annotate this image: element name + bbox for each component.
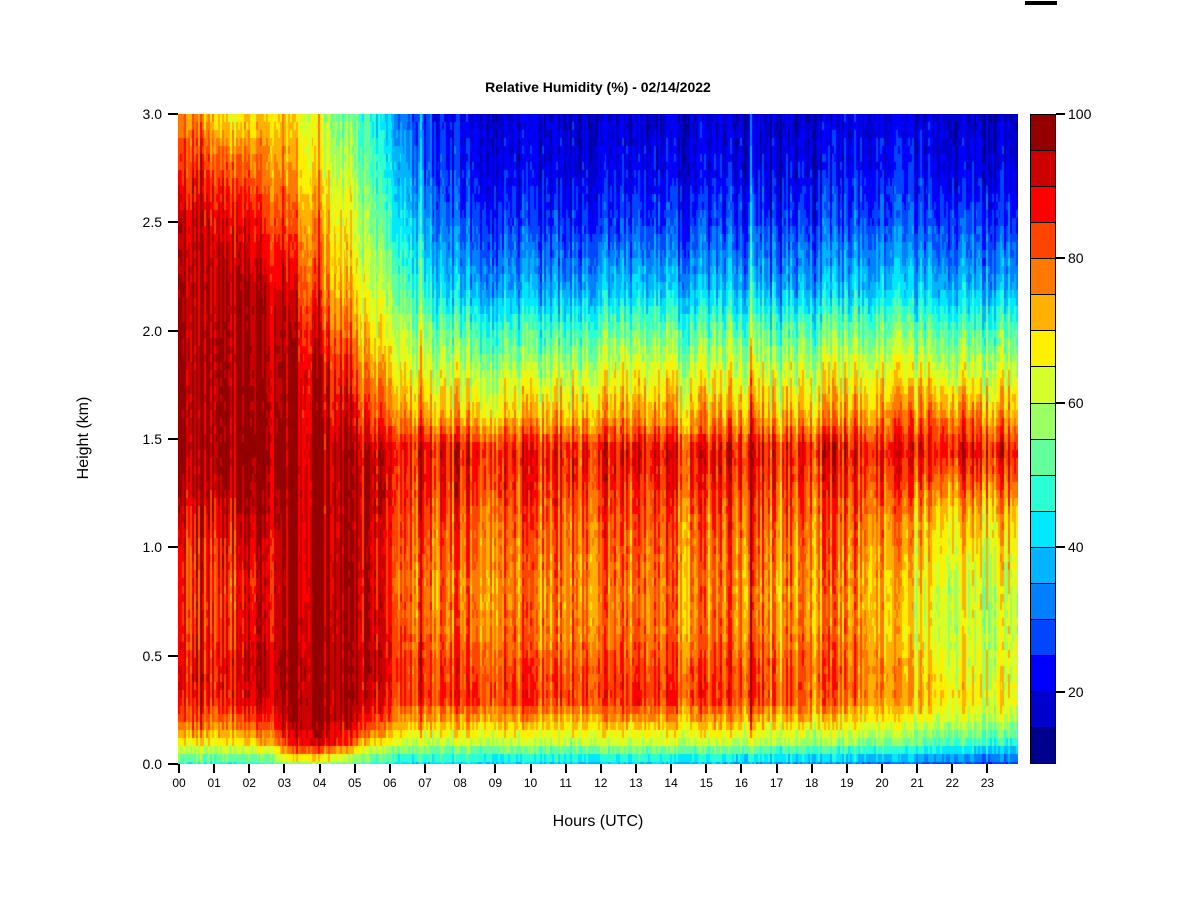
y-tick — [168, 546, 178, 549]
x-tick — [178, 764, 180, 773]
y-axis-label: Height (km) — [75, 396, 92, 480]
x-tick-label: 14 — [664, 776, 678, 790]
x-tick — [529, 764, 532, 773]
top-black-mark — [1025, 1, 1057, 5]
colorbar-cell — [1031, 223, 1055, 260]
x-tick — [248, 764, 251, 773]
colorbar-cell — [1031, 692, 1055, 729]
x-tick-label: 19 — [840, 776, 854, 790]
colorbar-tick-label: 60 — [1068, 394, 1084, 411]
colorbar-cell — [1031, 115, 1055, 152]
colorbar-tick-label: 80 — [1068, 250, 1084, 267]
x-tick — [318, 764, 321, 773]
y-tick — [168, 654, 178, 657]
x-tick-label: 06 — [383, 776, 397, 790]
x-tick-label: 08 — [453, 776, 467, 790]
x-tick-label: 20 — [875, 776, 889, 790]
x-tick-label: 16 — [734, 776, 749, 790]
colorbar-cell — [1031, 295, 1055, 332]
colorbar-cell — [1031, 187, 1055, 224]
x-tick-label: 10 — [523, 776, 538, 790]
x-tick-label: 12 — [594, 776, 608, 790]
x-tick-label: 05 — [348, 776, 362, 790]
x-tick-label: 00 — [172, 776, 186, 790]
x-tick-label: 18 — [805, 776, 819, 790]
x-tick — [634, 764, 637, 773]
colorbar-tick — [1056, 546, 1065, 549]
colorbar-cell — [1031, 259, 1055, 296]
colorbar-tick-label: 20 — [1068, 683, 1084, 700]
x-tick — [283, 764, 286, 773]
x-tick — [810, 764, 813, 773]
y-tick-label: 0.0 — [142, 756, 162, 772]
x-tick — [599, 764, 602, 773]
y-tick-label: 1.0 — [142, 539, 162, 556]
chart-title: Relative Humidity (%) - 02/14/2022 — [485, 79, 711, 95]
x-tick-label: 23 — [980, 776, 995, 790]
x-tick-label: 03 — [277, 776, 292, 790]
y-tick — [168, 763, 178, 765]
colorbar-tick — [1056, 690, 1065, 693]
x-tick — [353, 764, 356, 773]
y-tick-label: 2.5 — [142, 214, 162, 231]
colorbar-cell — [1031, 475, 1055, 512]
colorbar-cell — [1031, 331, 1055, 368]
colorbar-cell — [1031, 547, 1055, 584]
x-tick-label: 02 — [242, 776, 256, 790]
x-axis-label: Hours (UTC) — [552, 813, 644, 830]
y-tick-label: 3.0 — [142, 106, 162, 122]
colorbar-cell — [1031, 439, 1055, 476]
x-tick-label: 04 — [312, 776, 327, 790]
x-tick — [424, 764, 427, 773]
x-tick — [986, 764, 989, 773]
colorbar — [1030, 114, 1056, 764]
colorbar-tick — [1056, 401, 1065, 404]
x-tick — [845, 764, 848, 773]
x-tick — [494, 764, 497, 773]
humidity-heatmap-canvas — [178, 114, 1018, 764]
x-tick-label: 09 — [488, 776, 503, 790]
x-tick — [916, 764, 919, 773]
colorbar-cell — [1031, 511, 1055, 548]
x-tick-label: 17 — [769, 776, 784, 790]
x-tick-label: 22 — [945, 776, 959, 790]
colorbar-cell — [1031, 728, 1055, 764]
x-tick-label: 13 — [629, 776, 643, 790]
x-tick — [388, 764, 391, 773]
x-tick-label: 01 — [207, 776, 221, 790]
x-tick-label: 07 — [418, 776, 432, 790]
colorbar-cell — [1031, 583, 1055, 620]
y-tick — [168, 113, 178, 115]
colorbar-cell — [1031, 655, 1055, 692]
colorbar-tick-label: 40 — [1068, 539, 1084, 556]
x-tick-label: 21 — [910, 776, 924, 790]
colorbar-tick — [1056, 113, 1065, 115]
colorbar-tick — [1056, 257, 1065, 260]
x-tick — [775, 764, 778, 773]
x-tick — [564, 764, 567, 773]
y-tick-label: 0.5 — [142, 647, 162, 664]
x-tick — [951, 764, 954, 773]
y-tick — [168, 438, 178, 440]
y-tick — [168, 221, 178, 224]
x-tick — [670, 764, 673, 773]
y-tick-label: 1.5 — [142, 431, 162, 447]
x-tick — [213, 764, 216, 773]
x-tick — [881, 764, 883, 773]
colorbar-cell — [1031, 619, 1055, 656]
y-tick — [168, 329, 178, 332]
x-tick — [459, 764, 462, 773]
colorbar-tick-label: 100 — [1068, 106, 1092, 122]
colorbar-cell — [1031, 151, 1055, 188]
x-tick — [740, 764, 743, 773]
colorbar-cell — [1031, 403, 1055, 440]
y-tick-label: 2.0 — [142, 322, 162, 339]
x-tick — [705, 764, 708, 773]
x-tick-label: 11 — [559, 776, 572, 790]
x-tick-label: 15 — [699, 776, 713, 790]
colorbar-cell — [1031, 367, 1055, 404]
